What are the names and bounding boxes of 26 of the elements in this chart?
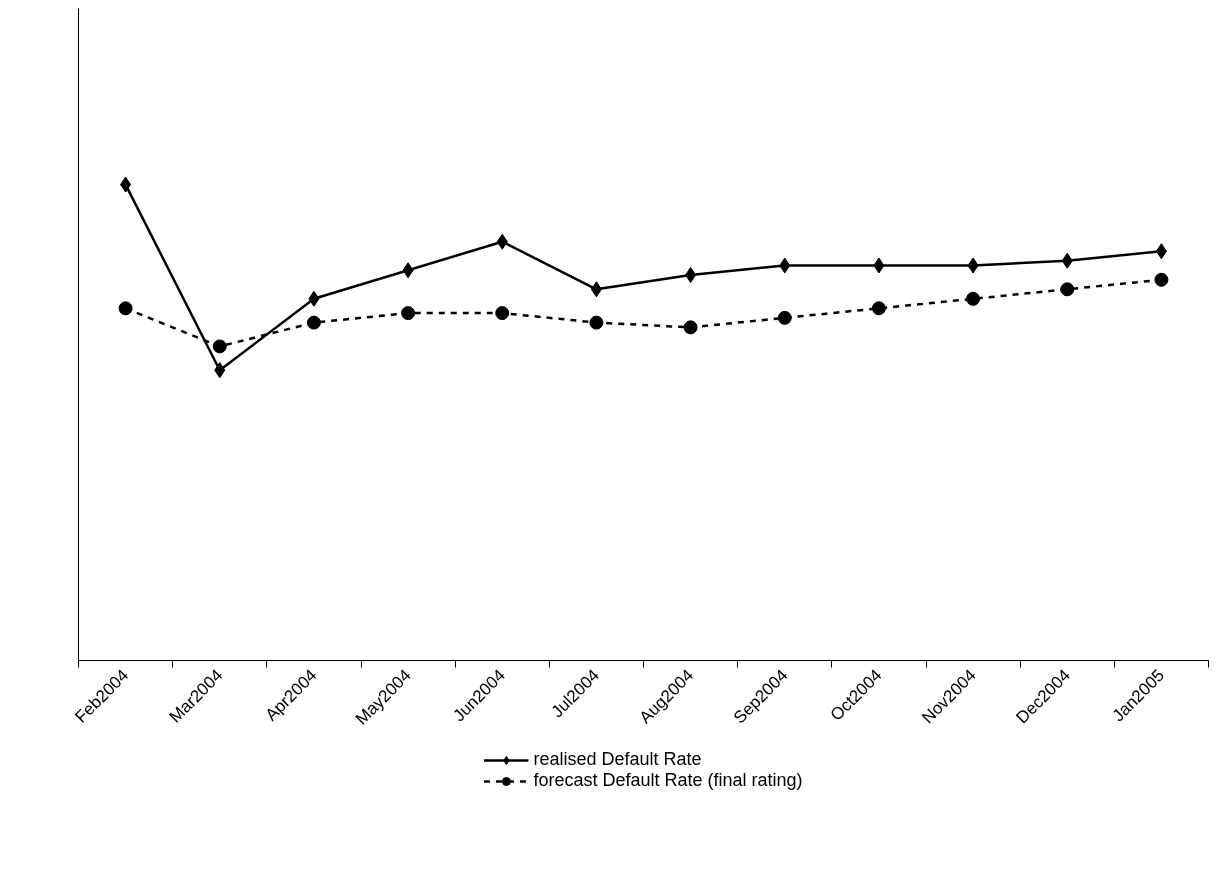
legend-label: realised Default Rate	[533, 749, 702, 770]
point	[779, 257, 791, 274]
point	[1155, 243, 1167, 260]
legend-label: forecast Default Rate (final rating)	[533, 770, 803, 791]
point	[873, 257, 885, 274]
point	[1060, 282, 1075, 297]
point	[683, 320, 698, 335]
point	[685, 267, 697, 284]
point	[401, 306, 416, 321]
point	[590, 281, 602, 298]
point	[871, 301, 886, 316]
point	[777, 310, 792, 325]
point	[1061, 252, 1073, 269]
point	[967, 257, 979, 274]
point	[306, 315, 321, 330]
point	[212, 339, 227, 354]
point	[495, 306, 510, 321]
point	[402, 262, 414, 279]
point	[966, 291, 981, 306]
point	[589, 315, 604, 330]
point	[496, 233, 508, 250]
point	[120, 176, 132, 193]
point	[308, 290, 320, 307]
point	[1154, 272, 1169, 287]
point	[118, 301, 133, 316]
point	[214, 362, 226, 379]
